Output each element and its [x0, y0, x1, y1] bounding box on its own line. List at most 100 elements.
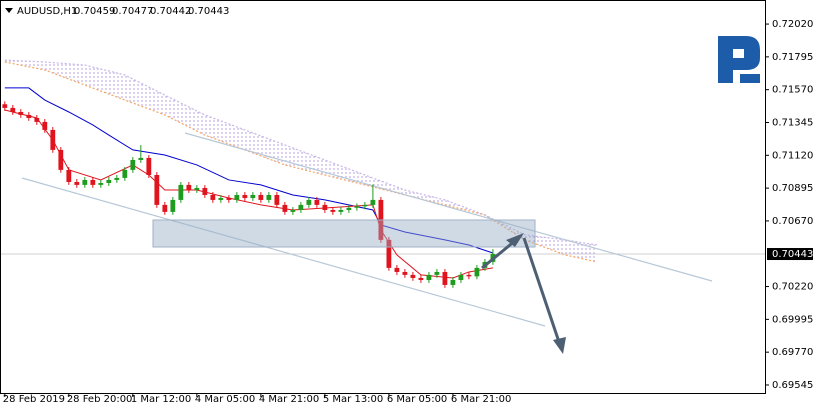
candle-body	[410, 274, 416, 278]
candle-body	[82, 179, 88, 185]
candle-body	[338, 209, 344, 212]
candle-layer	[2, 101, 496, 288]
candle-body	[154, 174, 160, 205]
candle-body	[234, 194, 240, 200]
candle-body	[106, 179, 112, 184]
y-tick-label: 0.70220	[772, 282, 813, 293]
candle-body	[74, 181, 80, 185]
indicator-line	[4, 87, 494, 254]
candle-body	[450, 279, 456, 285]
candle-body	[202, 187, 208, 195]
candle-body	[442, 271, 448, 285]
indicator-line	[4, 61, 598, 263]
x-tick-label: 6 Mar 21:00	[451, 394, 511, 405]
candle-body	[282, 204, 288, 212]
quote: 0.70442	[150, 6, 191, 17]
candle-body	[370, 199, 376, 205]
arrow-head	[506, 233, 524, 247]
x-tick-label: 6 Mar 05:00	[387, 394, 447, 405]
candle-body	[426, 274, 432, 280]
logo-r	[718, 36, 760, 83]
candle-body	[250, 194, 256, 199]
x-tick-label: 28 Feb 20:00	[67, 394, 133, 405]
candle-body	[26, 114, 32, 118]
candle-body	[322, 204, 328, 210]
y-tick-label: 0.71345	[772, 117, 813, 128]
candle-body	[66, 169, 72, 182]
candle-body	[90, 179, 96, 185]
channel-upper	[184, 132, 713, 282]
candle-body	[122, 169, 128, 178]
candle-body	[306, 199, 312, 205]
candle-body	[178, 184, 184, 200]
price-box	[767, 248, 813, 261]
candle-body	[218, 198, 224, 200]
candle-body	[186, 184, 192, 191]
candle-body	[258, 194, 264, 200]
indicator-line	[4, 109, 494, 279]
x-tick-label: 4 Mar 21:00	[259, 394, 319, 405]
y-tick-label: 0.71795	[772, 52, 813, 63]
candle-body	[394, 267, 400, 272]
arrow-up	[481, 238, 517, 270]
candle-body	[346, 207, 352, 210]
x-tick-label: 28 Feb 2019	[3, 394, 65, 405]
forecast-arrows	[481, 233, 566, 354]
candle-body	[170, 199, 176, 212]
quote: 0.70459	[74, 6, 115, 17]
y-tick-label: 0.70895	[772, 183, 813, 194]
price-label: 0.70443	[772, 249, 813, 260]
candle-body	[418, 277, 424, 280]
y-tick-label: 0.71570	[772, 85, 813, 96]
candle-body	[290, 209, 296, 212]
candle-body	[298, 204, 304, 210]
candle-body	[226, 198, 232, 200]
candle-body	[274, 194, 280, 205]
x-tick-label: 1 Mar 12:00	[131, 394, 191, 405]
plot-layer	[0, 59, 765, 279]
candle-body	[18, 111, 24, 115]
candle-body	[362, 204, 368, 207]
indicator-line	[4, 59, 598, 246]
y-tick-label: 0.69995	[772, 314, 813, 325]
candle-body	[34, 117, 40, 122]
candle-body	[42, 121, 48, 130]
logo-bar	[740, 74, 760, 83]
candle-body	[130, 159, 136, 170]
candle-body	[242, 194, 248, 199]
x-tick-label: 4 Mar 05:00	[195, 394, 255, 405]
logo	[718, 36, 760, 83]
y-tick-label: 0.69770	[772, 347, 813, 358]
arrow-head	[553, 337, 566, 354]
y-tick-label: 0.69545	[772, 380, 813, 391]
y-tick-label: 0.70670	[772, 216, 813, 227]
candle-body	[466, 274, 472, 277]
candle-body	[114, 177, 120, 180]
candle-body	[386, 239, 392, 268]
candle-body	[434, 271, 440, 275]
arrow-down	[522, 237, 561, 343]
x-tick-label: 5 Mar 13:00	[323, 394, 383, 405]
candle-body	[458, 274, 464, 280]
candle-body	[162, 204, 168, 212]
candle-body	[10, 107, 16, 112]
candle-body	[314, 199, 320, 205]
candle-body	[474, 267, 480, 277]
y-tick-label: 0.72020	[772, 19, 813, 30]
candle-body	[402, 271, 408, 275]
candle-body	[330, 209, 336, 212]
candle-body	[146, 157, 152, 175]
zone-rectangle	[152, 219, 536, 248]
channel-lower	[21, 177, 546, 327]
candle-body	[2, 104, 8, 108]
candle-body	[50, 129, 56, 150]
candle-body	[266, 194, 272, 200]
y-tick-label: 0.71120	[772, 150, 813, 161]
candle-body	[138, 157, 144, 160]
candle-body	[58, 149, 64, 170]
candle-body	[98, 183, 104, 185]
quote: 0.70477	[112, 6, 153, 17]
